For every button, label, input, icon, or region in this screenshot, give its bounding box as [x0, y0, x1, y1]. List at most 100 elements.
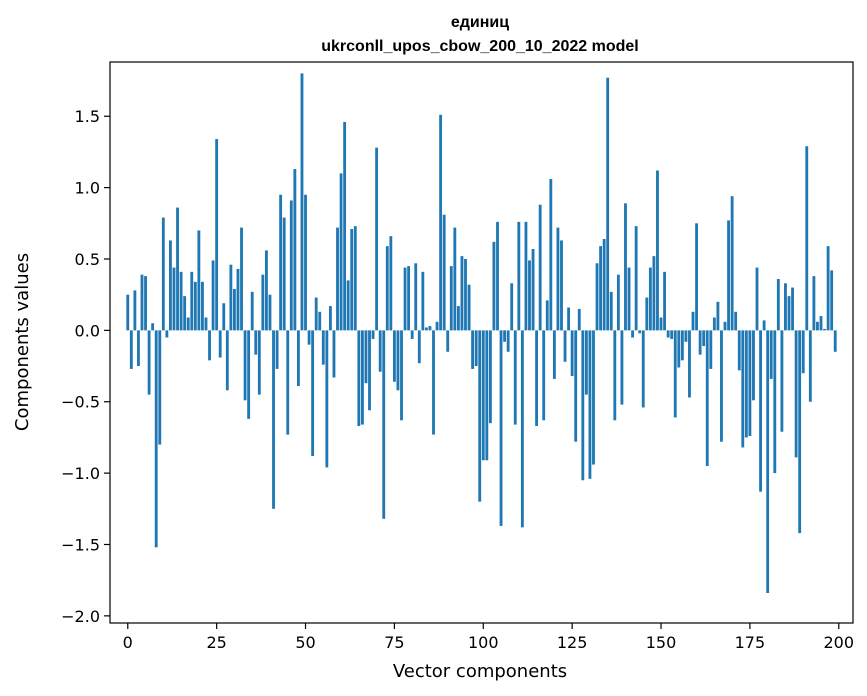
bar-18 — [190, 271, 194, 331]
bar-65 — [357, 330, 361, 427]
y-tick-label: −1.0 — [61, 464, 100, 483]
x-tick-label: 50 — [295, 633, 315, 652]
bar-164 — [709, 330, 713, 369]
bar-60 — [339, 173, 343, 331]
bar-88 — [439, 114, 443, 331]
bar-7 — [151, 323, 155, 331]
bar-134 — [602, 239, 606, 331]
bar-5 — [144, 276, 147, 331]
bar-129 — [584, 330, 588, 395]
bar-148 — [652, 256, 656, 331]
bar-50 — [304, 194, 307, 331]
y-tick-label: 0.0 — [75, 321, 100, 340]
bar-84 — [424, 327, 428, 331]
bar-183 — [776, 278, 780, 331]
bar-34 — [247, 330, 251, 419]
bar-15 — [179, 271, 183, 331]
bar-139 — [620, 330, 624, 405]
x-tick-label: 175 — [735, 633, 766, 652]
bar-9 — [158, 330, 162, 445]
bar-130 — [588, 330, 592, 479]
x-tick-label: 100 — [468, 633, 499, 652]
bar-69 — [371, 330, 375, 339]
bar-41 — [272, 330, 275, 509]
bar-101 — [485, 330, 489, 461]
bar-126 — [574, 330, 578, 442]
bar-6 — [147, 330, 151, 395]
bar-98 — [474, 330, 478, 367]
bar-107 — [506, 330, 510, 352]
bar-96 — [467, 284, 471, 331]
bar-147 — [648, 267, 652, 331]
bar-17 — [186, 317, 190, 331]
bar-113 — [528, 260, 531, 331]
bar-155 — [677, 330, 681, 368]
y-tick-label: −2.0 — [61, 607, 100, 626]
bar-79 — [407, 266, 411, 331]
bar-118 — [545, 300, 549, 331]
bar-121 — [556, 227, 560, 331]
bar-37 — [257, 330, 261, 395]
plot-frame — [109, 61, 854, 624]
bar-168 — [723, 321, 727, 331]
bar-45 — [286, 330, 290, 435]
bar-31 — [236, 268, 240, 331]
y-tick-label: −1.5 — [61, 535, 100, 554]
bar-46 — [289, 200, 293, 331]
bar-187 — [791, 287, 794, 331]
bar-194 — [816, 321, 819, 331]
bar-142 — [631, 330, 635, 338]
bar-172 — [737, 330, 741, 371]
bar-150 — [659, 317, 663, 331]
bar-120 — [552, 330, 556, 379]
bar-127 — [577, 308, 581, 331]
bar-106 — [503, 330, 507, 342]
bar-152 — [666, 330, 670, 338]
bar-83 — [421, 271, 425, 331]
bar-86 — [432, 330, 435, 435]
bar-87 — [435, 321, 439, 331]
bar-44 — [282, 217, 286, 331]
chart-title: единиц — [451, 14, 509, 31]
bar-193 — [812, 276, 816, 331]
bar-190 — [801, 330, 805, 374]
bar-48 — [296, 330, 300, 387]
bar-105 — [499, 330, 503, 526]
bar-63 — [350, 229, 354, 331]
bar-149 — [656, 170, 659, 331]
bar-19 — [193, 281, 197, 331]
bar-14 — [176, 207, 179, 331]
x-tick-label: 0 — [123, 633, 133, 652]
bar-108 — [510, 283, 514, 331]
bar-53 — [314, 297, 318, 331]
bar-125 — [570, 330, 574, 377]
bar-67 — [364, 330, 368, 384]
bar-62 — [346, 280, 350, 331]
x-tick-label: 25 — [206, 633, 226, 652]
bar-131 — [592, 330, 595, 465]
bar-35 — [250, 291, 254, 331]
bar-99 — [478, 330, 482, 502]
bar-51 — [307, 330, 311, 345]
bar-170 — [730, 196, 734, 331]
bar-140 — [624, 203, 627, 331]
bar-174 — [744, 330, 748, 438]
bar-23 — [208, 330, 211, 361]
bar-199 — [833, 330, 837, 352]
bar-54 — [318, 311, 322, 331]
bar-16 — [183, 296, 187, 331]
bar-117 — [542, 330, 546, 421]
bar-81 — [414, 263, 418, 331]
bar-1 — [129, 330, 133, 369]
bar-110 — [517, 221, 521, 331]
bar-22 — [204, 317, 208, 331]
bar-93 — [456, 306, 460, 331]
x-tick-label: 150 — [646, 633, 677, 652]
bar-161 — [698, 330, 702, 355]
bar-3 — [137, 330, 140, 367]
bar-114 — [531, 249, 535, 331]
bar-137 — [613, 330, 617, 421]
bar-176 — [752, 330, 755, 401]
bar-24 — [211, 260, 215, 331]
bar-42 — [275, 330, 279, 369]
